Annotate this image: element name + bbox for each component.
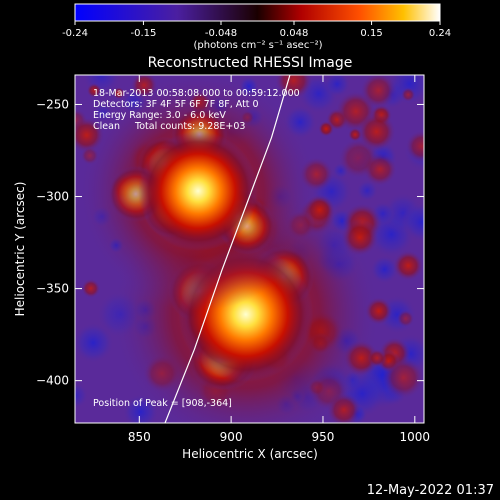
x-tick-label: 950 (312, 430, 335, 444)
x-tick-label: 1000 (400, 430, 431, 444)
texture-blob (400, 87, 416, 102)
colorbar-tick-label: 0.24 (429, 28, 451, 39)
y-axis-ticks: −250 −300 −350 −400 (36, 97, 424, 388)
annotation-time-range: 18-Mar-2013 00:58:08.000 to 00:59:12.000 (93, 88, 300, 99)
annotation-energy-range: Energy Range: 3.0 - 6.0 keV (93, 110, 226, 121)
texture-blob (382, 356, 424, 399)
colorbar-ticks: -0.24 -0.15 -0.048 0.048 0.15 0.24 (62, 21, 451, 39)
x-tick-label: 850 (128, 430, 151, 444)
colorbar-tick-label: 0.15 (360, 28, 382, 39)
texture-blob (360, 75, 397, 109)
texture-blob (318, 120, 335, 137)
texture-blob (357, 112, 397, 152)
texture-blob (356, 179, 378, 202)
texture-blob (392, 250, 424, 282)
texture-blob (81, 278, 101, 299)
texture-blob (401, 201, 424, 243)
plot-frame (74, 74, 425, 424)
source-core (138, 131, 259, 251)
x-tick-label: 900 (220, 430, 243, 444)
x-axis-label: Heliocentric X (arcsec) (182, 447, 318, 461)
annotations: 18-Mar-2013 00:58:08.000 to 00:59:12.000… (93, 88, 300, 409)
y-tick-label: −400 (36, 374, 69, 388)
texture-blob (86, 82, 102, 98)
colorbar-tick-label: -0.15 (131, 28, 157, 39)
colorbar-unit-label: (photons cm⁻² s⁻¹ asec⁻²) (193, 40, 322, 51)
y-tick-label: −250 (36, 97, 69, 111)
colorbar-tick-label: -0.24 (62, 28, 88, 39)
texture-blob (75, 322, 114, 364)
solar-limb-line (164, 75, 291, 423)
texture-blob (112, 87, 125, 100)
colorbar (74, 3, 441, 22)
texture-blob (405, 130, 424, 163)
texture-blob (323, 75, 351, 98)
footer-timestamp: 12-May-2022 01:37 (367, 483, 494, 498)
colorbar-tick-label: -0.048 (205, 28, 237, 39)
peak-position-label: Position of Peak = [908,-364] (93, 398, 232, 409)
texture-blob (396, 309, 415, 328)
chart-title: Reconstructed RHESSI Image (148, 55, 353, 71)
plot-area (75, 75, 424, 423)
x-axis-ticks: 850 900 950 1000 (128, 75, 430, 444)
colorbar-tick-label: 0.048 (280, 28, 309, 39)
emission-sources (78, 75, 381, 423)
annotation-detectors: Detectors: 3F 4F 5F 6F 7F 8F, Att 0 (93, 99, 259, 110)
y-tick-label: −300 (36, 190, 69, 204)
y-axis-label: Heliocentric Y (arcsec) (13, 182, 27, 317)
annotation-clean-counts: Clean Total counts: 9.28E+03 (93, 121, 245, 132)
texture-blob (370, 255, 399, 284)
texture-blob (75, 382, 89, 409)
y-tick-label: −350 (36, 282, 69, 296)
